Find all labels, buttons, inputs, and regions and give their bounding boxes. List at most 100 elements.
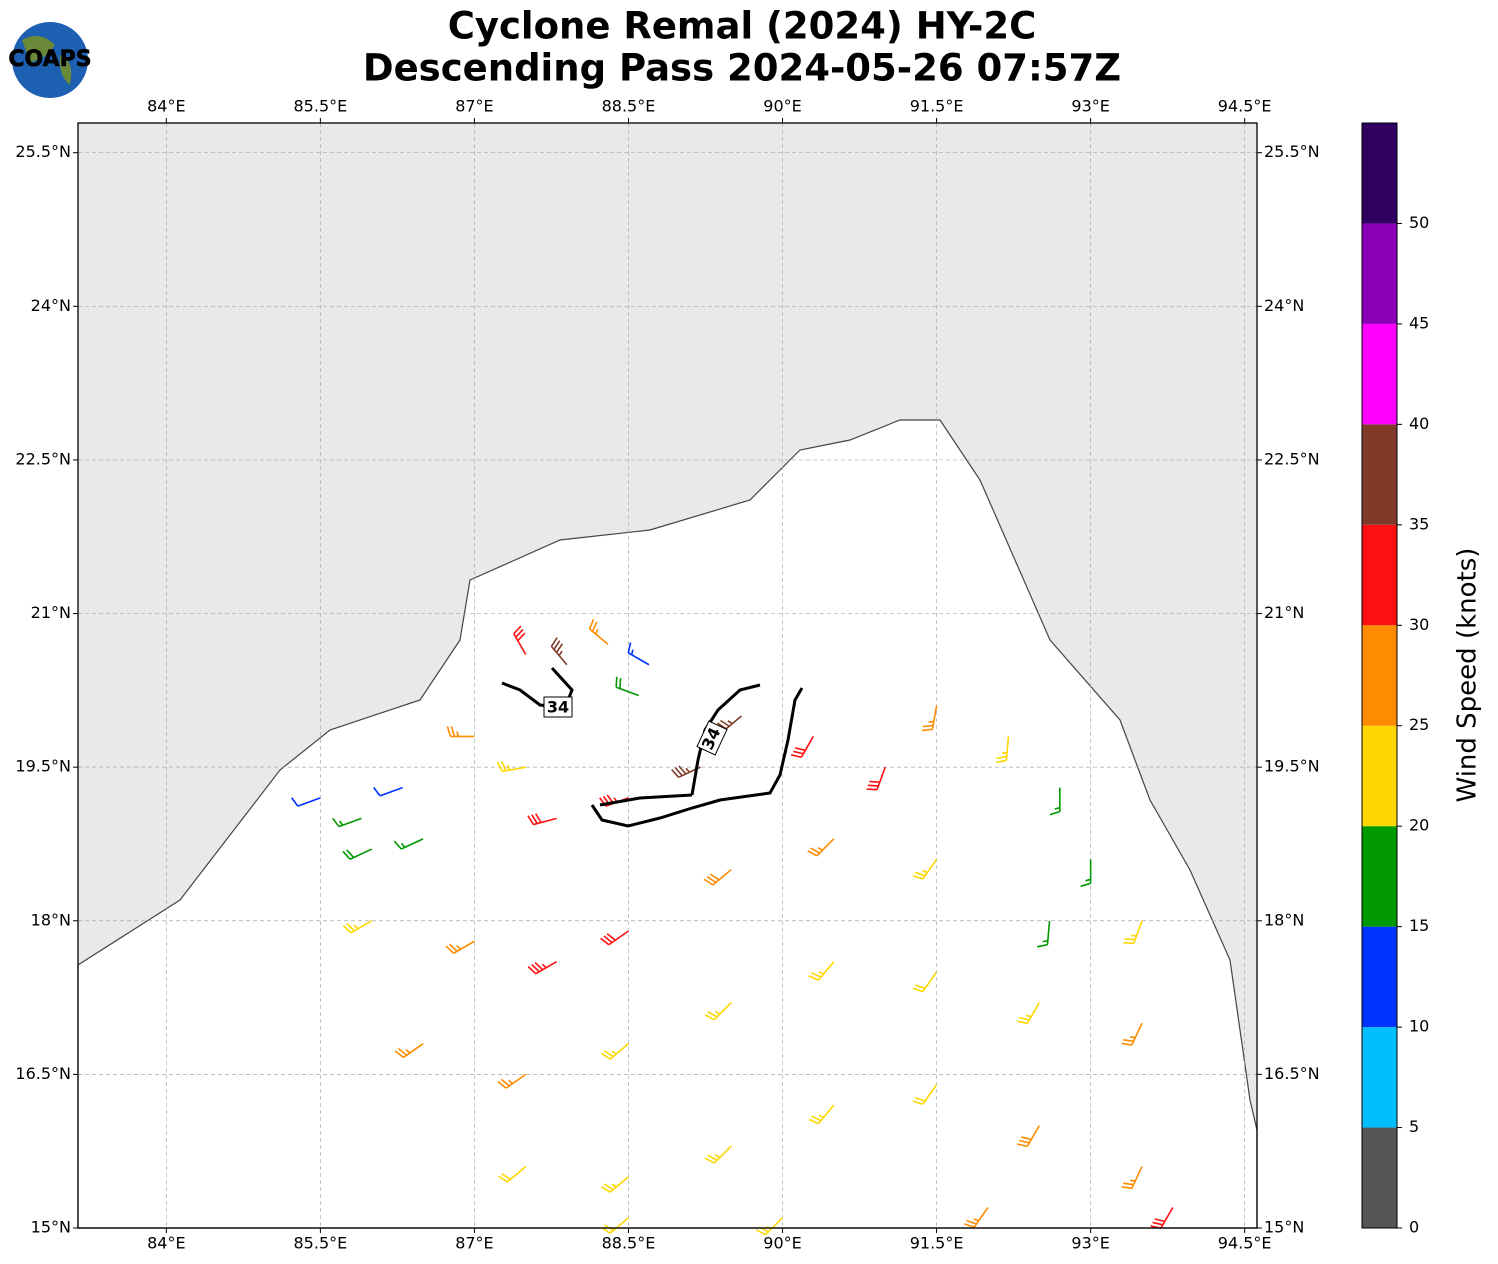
logo-land bbox=[22, 36, 72, 85]
wind-barb bbox=[373, 786, 403, 797]
x-tick-label: 90°E bbox=[763, 97, 801, 116]
wind-barb bbox=[393, 838, 424, 850]
logo-text: COAPS bbox=[8, 47, 91, 72]
colorbar-segment bbox=[1362, 725, 1397, 827]
colorbar-tick-label: 0 bbox=[1409, 1218, 1419, 1237]
contour-label: 34 bbox=[547, 698, 569, 717]
y-tick-label: 16.5°N bbox=[1264, 1064, 1320, 1083]
x-tick-label: 84°E bbox=[147, 97, 185, 116]
wind-barb bbox=[394, 1043, 424, 1059]
colorbar-tick-label: 5 bbox=[1409, 1117, 1419, 1136]
wind-barb bbox=[445, 940, 475, 954]
colorbar-tick-label: 50 bbox=[1409, 213, 1429, 232]
colorbar-label: Wind Speed (knots) bbox=[1453, 548, 1483, 803]
wind-barb bbox=[1123, 920, 1143, 945]
y-tick-label: 19.5°N bbox=[15, 757, 71, 776]
wind-barb bbox=[550, 637, 568, 666]
colorbar-tick-label: 15 bbox=[1409, 916, 1429, 935]
y-tick-label: 18°N bbox=[31, 910, 71, 929]
wind-barb bbox=[342, 920, 373, 934]
y-tick-label: 15°N bbox=[1264, 1218, 1304, 1237]
colorbar-segment bbox=[1362, 424, 1397, 525]
colorbar-tick-label: 20 bbox=[1409, 816, 1429, 835]
x-tick-label: 85.5°E bbox=[294, 97, 348, 116]
x-tick-label: 91.5°E bbox=[910, 1234, 964, 1253]
colorbar-tick-label: 10 bbox=[1409, 1017, 1429, 1036]
y-tick-label: 21°N bbox=[1264, 603, 1304, 622]
colorbar-segment bbox=[1362, 223, 1397, 324]
wind-barb bbox=[1121, 1166, 1143, 1190]
colorbar-frame bbox=[1361, 122, 1398, 1229]
wind-barb bbox=[527, 961, 557, 975]
x-tick-label: 88.5°E bbox=[602, 97, 656, 116]
colorbar-segment bbox=[1362, 826, 1397, 927]
x-tick-label: 88.5°E bbox=[602, 1234, 656, 1253]
wind-barb bbox=[963, 1207, 989, 1228]
x-tick-label: 87°E bbox=[455, 1234, 493, 1253]
plot-frame bbox=[77, 122, 1258, 1229]
y-tick-label: 25.5°N bbox=[1264, 142, 1320, 161]
y-tick-label: 24°N bbox=[31, 296, 71, 315]
title-line-2: Descending Pass 2024-05-26 07:57Z bbox=[363, 47, 1121, 90]
x-tick-label: 84°E bbox=[147, 1234, 185, 1253]
x-tick-label: 87°E bbox=[455, 97, 493, 116]
x-tick-label: 93°E bbox=[1071, 97, 1109, 116]
wind-barb bbox=[527, 813, 557, 826]
wind-barb bbox=[1016, 1125, 1040, 1148]
x-tick-label: 94.5°E bbox=[1218, 97, 1272, 116]
x-tick-label: 94.5°E bbox=[1218, 1234, 1272, 1253]
title-line-1: Cyclone Remal (2024) HY-2C bbox=[448, 5, 1037, 48]
y-tick-label: 16.5°N bbox=[15, 1064, 71, 1083]
wind-barb bbox=[615, 676, 640, 697]
wind-barb bbox=[1121, 1022, 1143, 1046]
wind-barb bbox=[446, 726, 475, 738]
wind-barb bbox=[671, 765, 701, 779]
colorbar-segment bbox=[1362, 123, 1397, 224]
x-tick-label: 91.5°E bbox=[910, 97, 964, 116]
colorbar-tick-label: 40 bbox=[1409, 414, 1429, 433]
x-tick-label: 85.5°E bbox=[294, 1234, 348, 1253]
wind-barb bbox=[866, 766, 886, 791]
colorbar-segment bbox=[1362, 524, 1397, 626]
colorbar-segment bbox=[1362, 1127, 1397, 1228]
wind-barb bbox=[290, 797, 321, 807]
wind-barb bbox=[1049, 787, 1061, 816]
wind-barb bbox=[912, 858, 938, 880]
wind-barb bbox=[342, 848, 373, 860]
wind-barb bbox=[755, 1217, 784, 1236]
wind-barb bbox=[704, 1002, 732, 1021]
wind-barb bbox=[912, 971, 938, 993]
wind-barb bbox=[513, 625, 527, 655]
wind-barb bbox=[497, 1073, 527, 1089]
y-tick-label: 25.5°N bbox=[15, 142, 71, 161]
y-tick-label: 24°N bbox=[1264, 296, 1304, 315]
contour-label-box bbox=[543, 696, 573, 718]
colorbar-tick-label: 45 bbox=[1409, 313, 1429, 332]
wind-barb bbox=[600, 930, 629, 946]
wind-barb bbox=[627, 642, 650, 666]
wind-barb bbox=[1080, 859, 1092, 888]
wind-barb bbox=[1037, 920, 1051, 948]
colorbar-tick-label: 35 bbox=[1409, 514, 1429, 533]
wind-barb bbox=[921, 705, 938, 732]
wind-barb bbox=[912, 1084, 938, 1106]
x-tick-label: 90°E bbox=[763, 1234, 801, 1253]
colorbar-segment bbox=[1362, 1027, 1397, 1128]
wind-barb bbox=[600, 1043, 629, 1060]
y-tick-label: 18°N bbox=[1264, 910, 1304, 929]
wind-barb bbox=[332, 817, 362, 828]
colorbar-tick-label: 25 bbox=[1409, 715, 1429, 734]
wind-barb bbox=[600, 1176, 629, 1193]
wind-barb bbox=[588, 618, 609, 645]
wind-barb bbox=[703, 868, 732, 886]
wind-barb bbox=[1150, 1207, 1174, 1230]
wind-barb bbox=[995, 736, 1010, 764]
y-tick-label: 15°N bbox=[31, 1218, 71, 1237]
wind-barb bbox=[498, 1165, 527, 1183]
colorbar-segment bbox=[1362, 926, 1397, 1028]
y-tick-label: 22.5°N bbox=[1264, 449, 1320, 468]
wind-barb bbox=[704, 1145, 732, 1164]
colorbar-segment bbox=[1362, 323, 1397, 425]
x-tick-label: 93°E bbox=[1071, 1234, 1109, 1253]
